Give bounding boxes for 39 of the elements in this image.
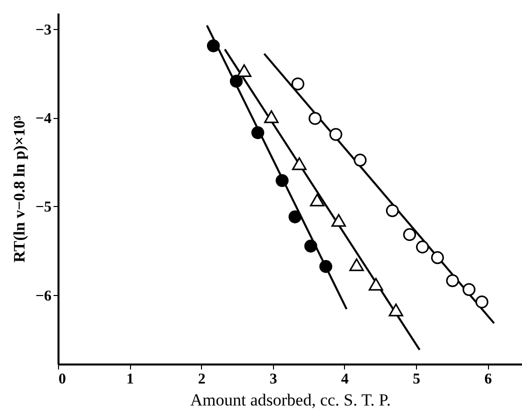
point: [264, 110, 279, 124]
point: [431, 251, 444, 264]
point: [403, 228, 416, 242]
point: [475, 296, 488, 308]
point: [462, 283, 476, 296]
point: [331, 214, 346, 227]
point: [292, 157, 307, 170]
y-tick-label: −4: [35, 111, 52, 128]
y-axis-title: RT(ln v−0.8 ln p)×10³: [11, 115, 28, 262]
point: [349, 258, 364, 272]
point: [416, 240, 429, 254]
point: [329, 128, 342, 141]
x-axis-title: Amount adsorbed, cc. S. T. P.: [190, 390, 391, 410]
point: [308, 112, 322, 125]
x-tick-label: 0: [58, 372, 66, 388]
point: [236, 64, 252, 78]
point: [230, 74, 243, 88]
x-tick-label: 6: [484, 372, 492, 388]
point: [276, 174, 289, 187]
point: [319, 260, 332, 273]
point: [310, 194, 324, 206]
x-tick-label: 4: [341, 372, 350, 388]
y-tick-label: −6: [35, 288, 52, 304]
x-tick-label: 5: [412, 372, 420, 388]
point: [251, 126, 264, 140]
point: [386, 204, 399, 218]
x-tick-label: 3: [270, 372, 278, 388]
point: [368, 278, 384, 291]
point: [288, 210, 302, 224]
point: [354, 154, 367, 167]
x-tick-label: 2: [198, 372, 206, 388]
point: [388, 304, 404, 316]
point: [206, 39, 220, 52]
y-tick-label: −5: [35, 200, 52, 216]
point: [304, 240, 318, 253]
point: [446, 274, 459, 288]
point: [291, 77, 304, 90]
y-tick-label: −3: [35, 22, 52, 38]
x-tick-label: 1: [126, 372, 134, 388]
